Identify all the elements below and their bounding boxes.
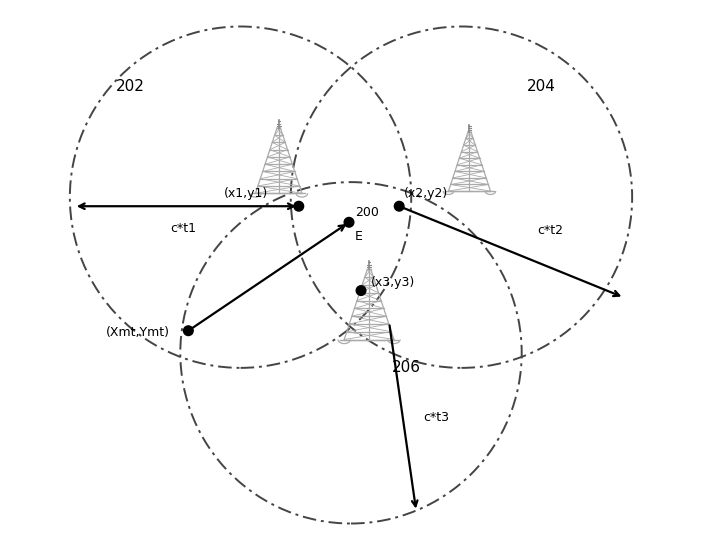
Text: (x3,y3): (x3,y3) [371,276,416,289]
Circle shape [183,326,193,336]
Text: (Xmt,Ymt): (Xmt,Ymt) [106,326,170,339]
Circle shape [356,286,366,295]
Circle shape [395,201,404,211]
Circle shape [344,217,354,227]
Text: 206: 206 [392,360,420,376]
Text: E: E [355,230,363,243]
Text: (x1,y1): (x1,y1) [223,187,267,200]
Text: c*t1: c*t1 [171,222,197,235]
Text: 200: 200 [355,206,379,219]
Circle shape [294,201,303,211]
Text: 204: 204 [527,79,556,94]
Text: c*t2: c*t2 [537,224,563,238]
Text: 202: 202 [116,79,145,94]
Text: (x2,y2): (x2,y2) [404,187,449,200]
Text: c*t3: c*t3 [423,411,449,424]
